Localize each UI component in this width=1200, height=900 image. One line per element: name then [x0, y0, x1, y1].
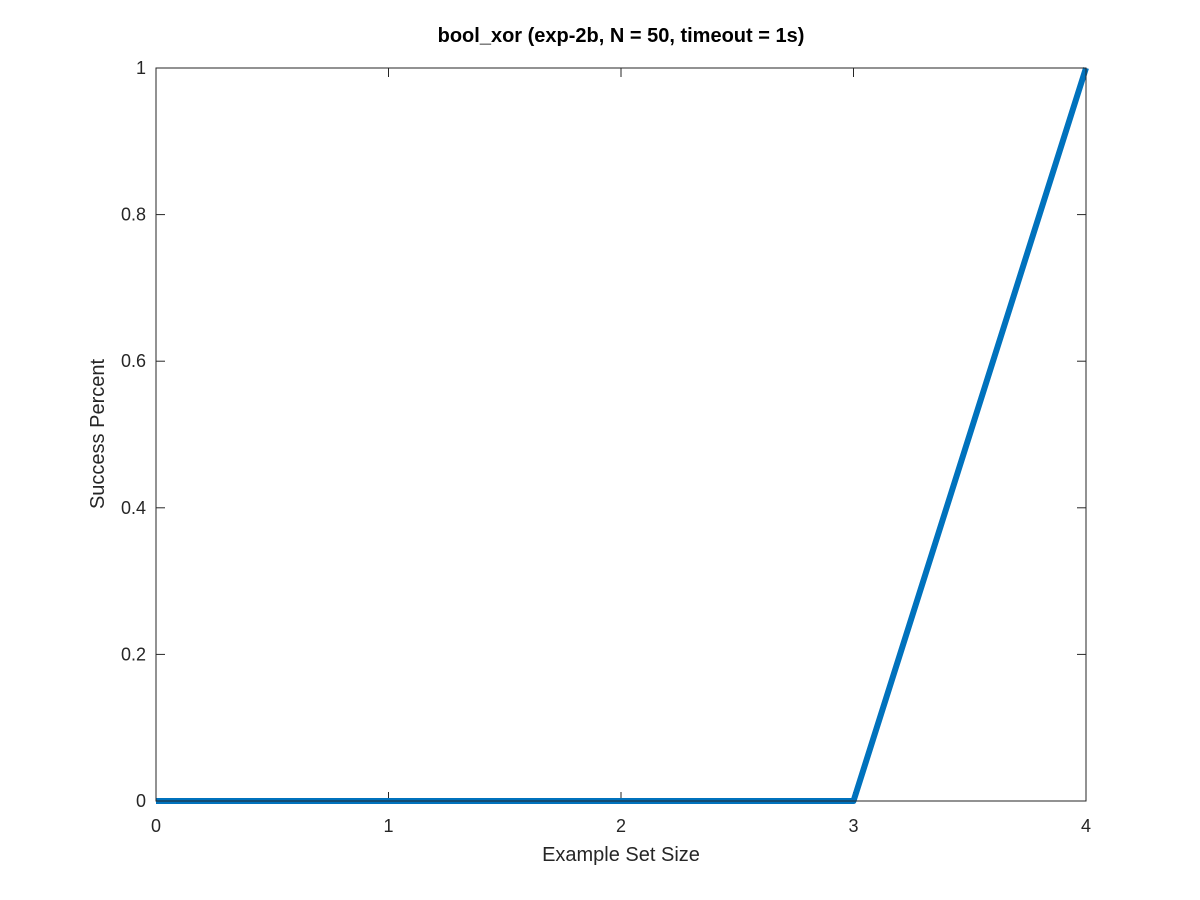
plot-area — [156, 68, 1086, 801]
chart-title: bool_xor (exp-2b, N = 50, timeout = 1s) — [438, 25, 805, 47]
y-tick-label: 0.6 — [121, 351, 146, 371]
x-tick-label: 2 — [616, 816, 626, 836]
x-tick-label: 3 — [848, 816, 858, 836]
x-tick-label: 1 — [383, 816, 393, 836]
y-axis-label: Success Percent — [87, 359, 109, 510]
x-tick-label: 4 — [1081, 816, 1091, 836]
x-tick-label: 0 — [151, 816, 161, 836]
y-tick-label: 0.2 — [121, 644, 146, 664]
x-axis-label: Example Set Size — [542, 844, 700, 866]
y-tick-label: 0.4 — [121, 498, 146, 518]
tick-labels: 0 1 2 3 4 0 0.2 0.4 0.6 0.8 1 — [121, 58, 1091, 836]
y-tick-label: 0 — [136, 791, 146, 811]
y-tick-label: 1 — [136, 58, 146, 78]
plot-frame — [155, 67, 1087, 802]
y-tick-label: 0.8 — [121, 205, 146, 225]
